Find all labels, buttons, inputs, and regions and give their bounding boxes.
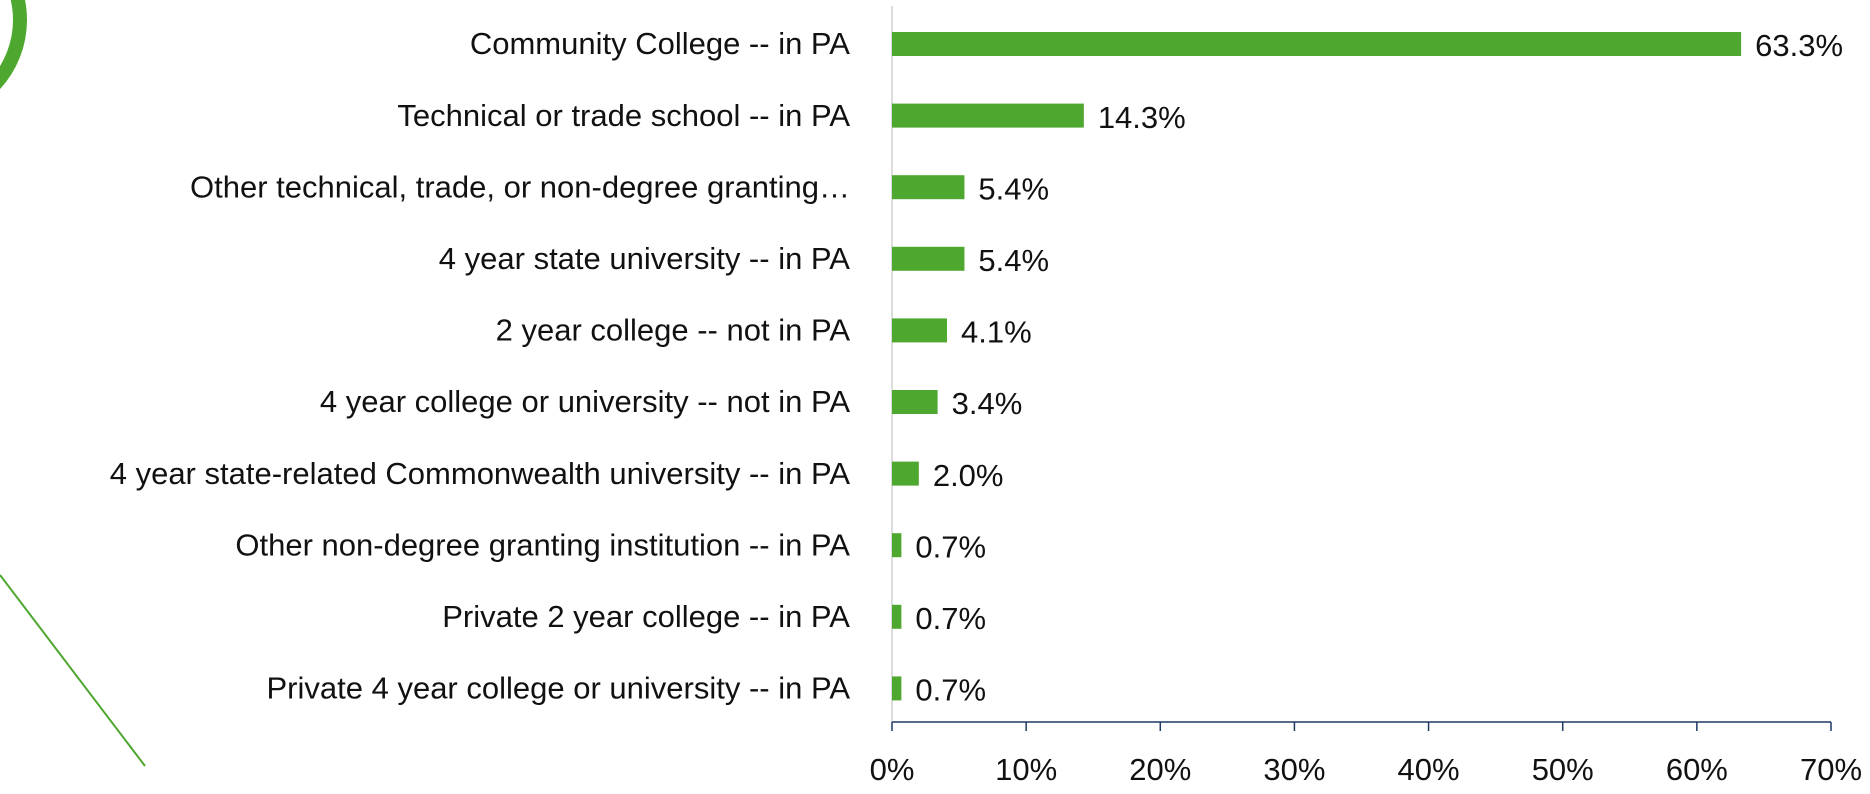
category-label: 4 year state-related Commonwealth univer… xyxy=(110,456,851,491)
category-label: Other non-degree granting institution --… xyxy=(235,527,850,562)
data-label: 14.3% xyxy=(1098,100,1186,135)
bar xyxy=(892,676,902,701)
x-tick-label: 60% xyxy=(1666,752,1728,787)
category-label: Private 4 year college or university -- … xyxy=(267,671,851,706)
category-label: 2 year college -- not in PA xyxy=(496,313,851,348)
bar xyxy=(892,318,947,343)
data-label: 2.0% xyxy=(933,458,1004,493)
data-label: 5.4% xyxy=(978,243,1049,278)
data-label: 5.4% xyxy=(978,171,1049,206)
data-label: 0.7% xyxy=(915,529,986,564)
decor-line xyxy=(0,574,146,767)
bar xyxy=(892,604,902,629)
bar xyxy=(892,246,965,271)
x-tick-label: 0% xyxy=(870,752,915,787)
data-label: 0.7% xyxy=(915,601,986,636)
category-label: 4 year state university -- in PA xyxy=(439,241,851,276)
data-label: 3.4% xyxy=(952,386,1023,421)
category-label: Community College -- in PA xyxy=(470,26,850,61)
data-label: 63.3% xyxy=(1755,28,1843,63)
bar xyxy=(892,390,938,414)
decor-circle xyxy=(0,0,27,90)
bar xyxy=(892,32,1742,56)
x-tick-label: 30% xyxy=(1263,752,1325,787)
x-tick-label: 50% xyxy=(1532,752,1594,787)
x-tick-label: 20% xyxy=(1129,752,1191,787)
data-label: 4.1% xyxy=(961,315,1032,350)
category-label: Technical or trade school -- in PA xyxy=(397,98,850,133)
category-label: Private 2 year college -- in PA xyxy=(442,599,850,634)
bar xyxy=(892,175,965,200)
bar xyxy=(892,461,919,486)
category-label: 4 year college or university -- not in P… xyxy=(320,384,850,419)
x-tick-label: 40% xyxy=(1398,752,1460,787)
category-label: Other technical, trade, or non-degree gr… xyxy=(190,169,850,204)
bar xyxy=(892,103,1084,128)
x-tick-label: 70% xyxy=(1800,752,1862,787)
bar xyxy=(892,533,902,558)
x-tick-label: 10% xyxy=(995,752,1057,787)
data-label: 0.7% xyxy=(915,673,986,708)
